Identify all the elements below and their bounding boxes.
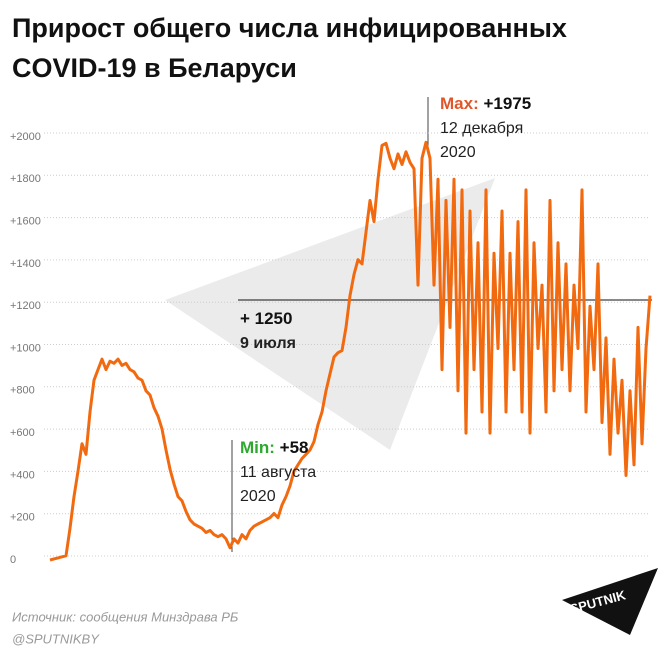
annotation: Max: +1975 xyxy=(440,94,531,113)
annotation-year: 2020 xyxy=(240,488,276,505)
watermark xyxy=(165,178,495,450)
y-tick-label: +1800 xyxy=(10,173,41,185)
data-line xyxy=(49,140,652,562)
y-tick-label: +1400 xyxy=(10,258,41,270)
chart-subtitle: COVID-19 в Беларуси xyxy=(12,53,297,83)
y-tick-label: 0 xyxy=(10,554,16,566)
chart-title: Прирост общего числа инфицированных xyxy=(12,13,567,43)
source: Источник: сообщения Минздрава РБ xyxy=(12,609,239,624)
annotation-value: +58 xyxy=(280,438,309,457)
annotation-value: + 1250 xyxy=(240,309,292,328)
annotation-year: 2020 xyxy=(440,144,476,161)
annotation-value: +1975 xyxy=(483,94,531,113)
y-tick-label: +1000 xyxy=(10,342,41,354)
annotation-label: Min: xyxy=(240,438,275,457)
y-tick-label: +800 xyxy=(10,385,35,397)
annotation-label: Max: xyxy=(440,94,479,113)
y-tick-label: +1600 xyxy=(10,216,41,228)
handle: @SPUTNIKBY xyxy=(12,631,100,646)
annotation-date: 9 июля xyxy=(240,335,296,352)
annotation: + 1250 xyxy=(240,309,292,328)
watermark-shape xyxy=(165,178,495,450)
y-tick-label: +600 xyxy=(10,427,35,439)
y-tick-label: +400 xyxy=(10,469,35,481)
annotation-date: 12 декабря xyxy=(440,120,523,137)
annotation-date: 11 августа xyxy=(240,464,316,481)
y-tick-label: +2000 xyxy=(10,131,41,143)
y-tick-label: +200 xyxy=(10,512,35,524)
logo-shape xyxy=(562,568,658,635)
annotation: Min: +58 xyxy=(240,438,309,457)
y-tick-label: +1200 xyxy=(10,300,41,312)
